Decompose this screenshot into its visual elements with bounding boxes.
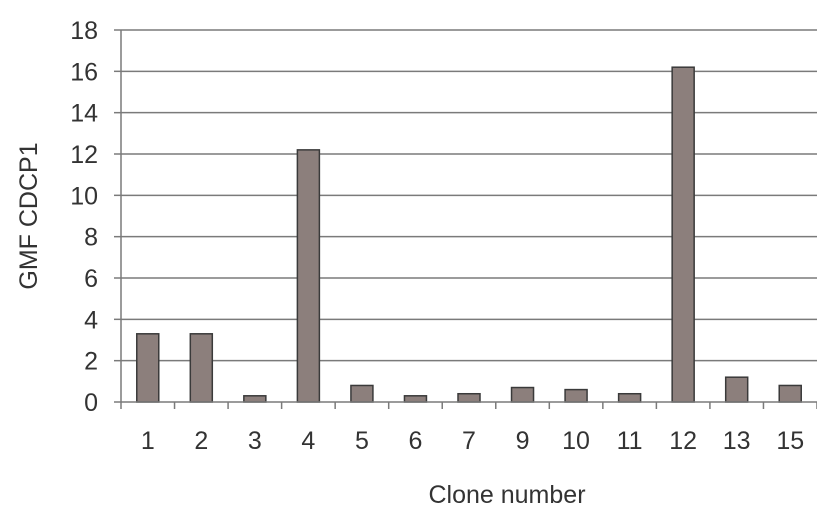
bars — [136, 66, 802, 403]
bar-5 — [350, 384, 374, 403]
bar-6 — [403, 395, 428, 403]
bar-11 — [617, 392, 642, 403]
x-tick-label: 4 — [301, 427, 315, 455]
x-tick-label: 2 — [194, 427, 208, 455]
gridlines — [121, 29, 817, 362]
bar-3 — [243, 395, 267, 403]
axes — [114, 29, 817, 409]
bar-7 — [457, 392, 481, 403]
bar-13 — [724, 376, 749, 403]
x-tick-label: 15 — [776, 427, 804, 455]
bar-2 — [189, 333, 214, 403]
x-tick-label: 10 — [562, 427, 590, 455]
bar-15 — [778, 384, 802, 403]
x-tick-label: 5 — [355, 427, 369, 455]
y-tick-label: 16 — [70, 58, 98, 86]
x-tick-label: 1 — [141, 427, 155, 455]
bar-12 — [671, 66, 695, 403]
x-tick-label: 13 — [723, 427, 751, 455]
bar-10 — [564, 388, 588, 403]
y-tick-label: 8 — [84, 224, 98, 252]
y-tick-label: 10 — [70, 182, 98, 210]
y-tick-label: 14 — [70, 100, 98, 128]
y-tick-label: 6 — [84, 265, 98, 293]
y-tick-label: 4 — [84, 306, 98, 334]
y-tick-label: 18 — [70, 17, 98, 45]
y-tick-label: 0 — [84, 389, 98, 417]
bar-1 — [136, 333, 160, 403]
x-tick-label: 6 — [409, 427, 423, 455]
x-tick-label: 12 — [669, 427, 697, 455]
y-tick-label: 12 — [70, 141, 98, 169]
y-tick-label: 2 — [84, 348, 98, 376]
x-tick-label: 9 — [516, 427, 530, 455]
x-tick-label: 11 — [617, 427, 643, 455]
bar-9 — [510, 386, 535, 403]
y-axis-title: GMF CDCP1 — [15, 142, 43, 289]
x-tick-label: 7 — [462, 427, 476, 455]
bar-4 — [296, 149, 321, 403]
x-tick-label: 3 — [248, 427, 262, 455]
x-axis-title: Clone number — [428, 481, 585, 509]
